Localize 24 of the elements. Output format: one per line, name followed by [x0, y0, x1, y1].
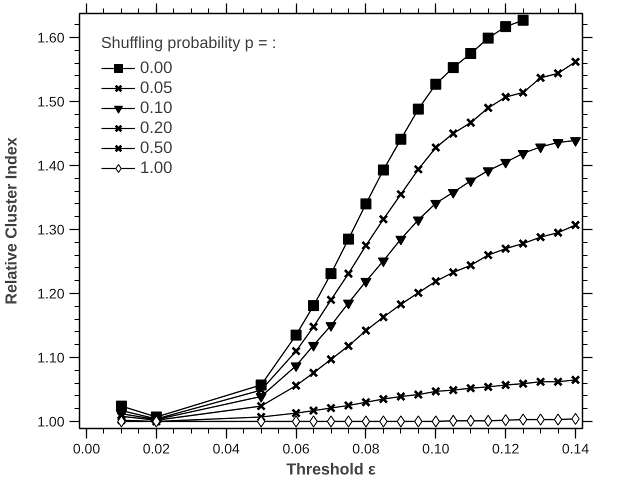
y-tick-label: 1.40 — [37, 157, 65, 174]
x-axis-title: Threshold ε — [286, 462, 376, 478]
y-tick-label: 1.00 — [37, 413, 65, 430]
legend-label: 0.05 — [140, 78, 172, 98]
legend-label: 0.50 — [140, 138, 172, 158]
x-tick-label: 0.14 — [562, 440, 590, 456]
y-axis-title: Relative Cluster Index — [3, 137, 20, 305]
x-tick-label: 0.04 — [212, 440, 240, 456]
x-tick-label: 0.06 — [282, 440, 310, 456]
y-tick-label: 1.60 — [37, 30, 65, 46]
legend-title: Shuffling probability p = : — [101, 35, 276, 53]
legend-label: 0.10 — [140, 98, 172, 118]
y-tick-label: 1.50 — [37, 93, 65, 110]
x-tick-label: 0.02 — [142, 440, 170, 456]
x-tick-label: 0.10 — [422, 440, 450, 456]
legend-label: 1.00 — [140, 158, 172, 178]
y-tick-label: 1.10 — [37, 349, 65, 366]
x-tick-label: 0.12 — [492, 440, 520, 456]
y-tick-label: 1.20 — [37, 285, 65, 302]
legend-label: 0.20 — [140, 118, 172, 138]
x-tick-label: 0.08 — [352, 440, 380, 456]
x-tick-label: 0.00 — [72, 440, 100, 456]
y-tick-label: 1.30 — [37, 221, 65, 238]
legend-label: 0.00 — [140, 58, 172, 78]
